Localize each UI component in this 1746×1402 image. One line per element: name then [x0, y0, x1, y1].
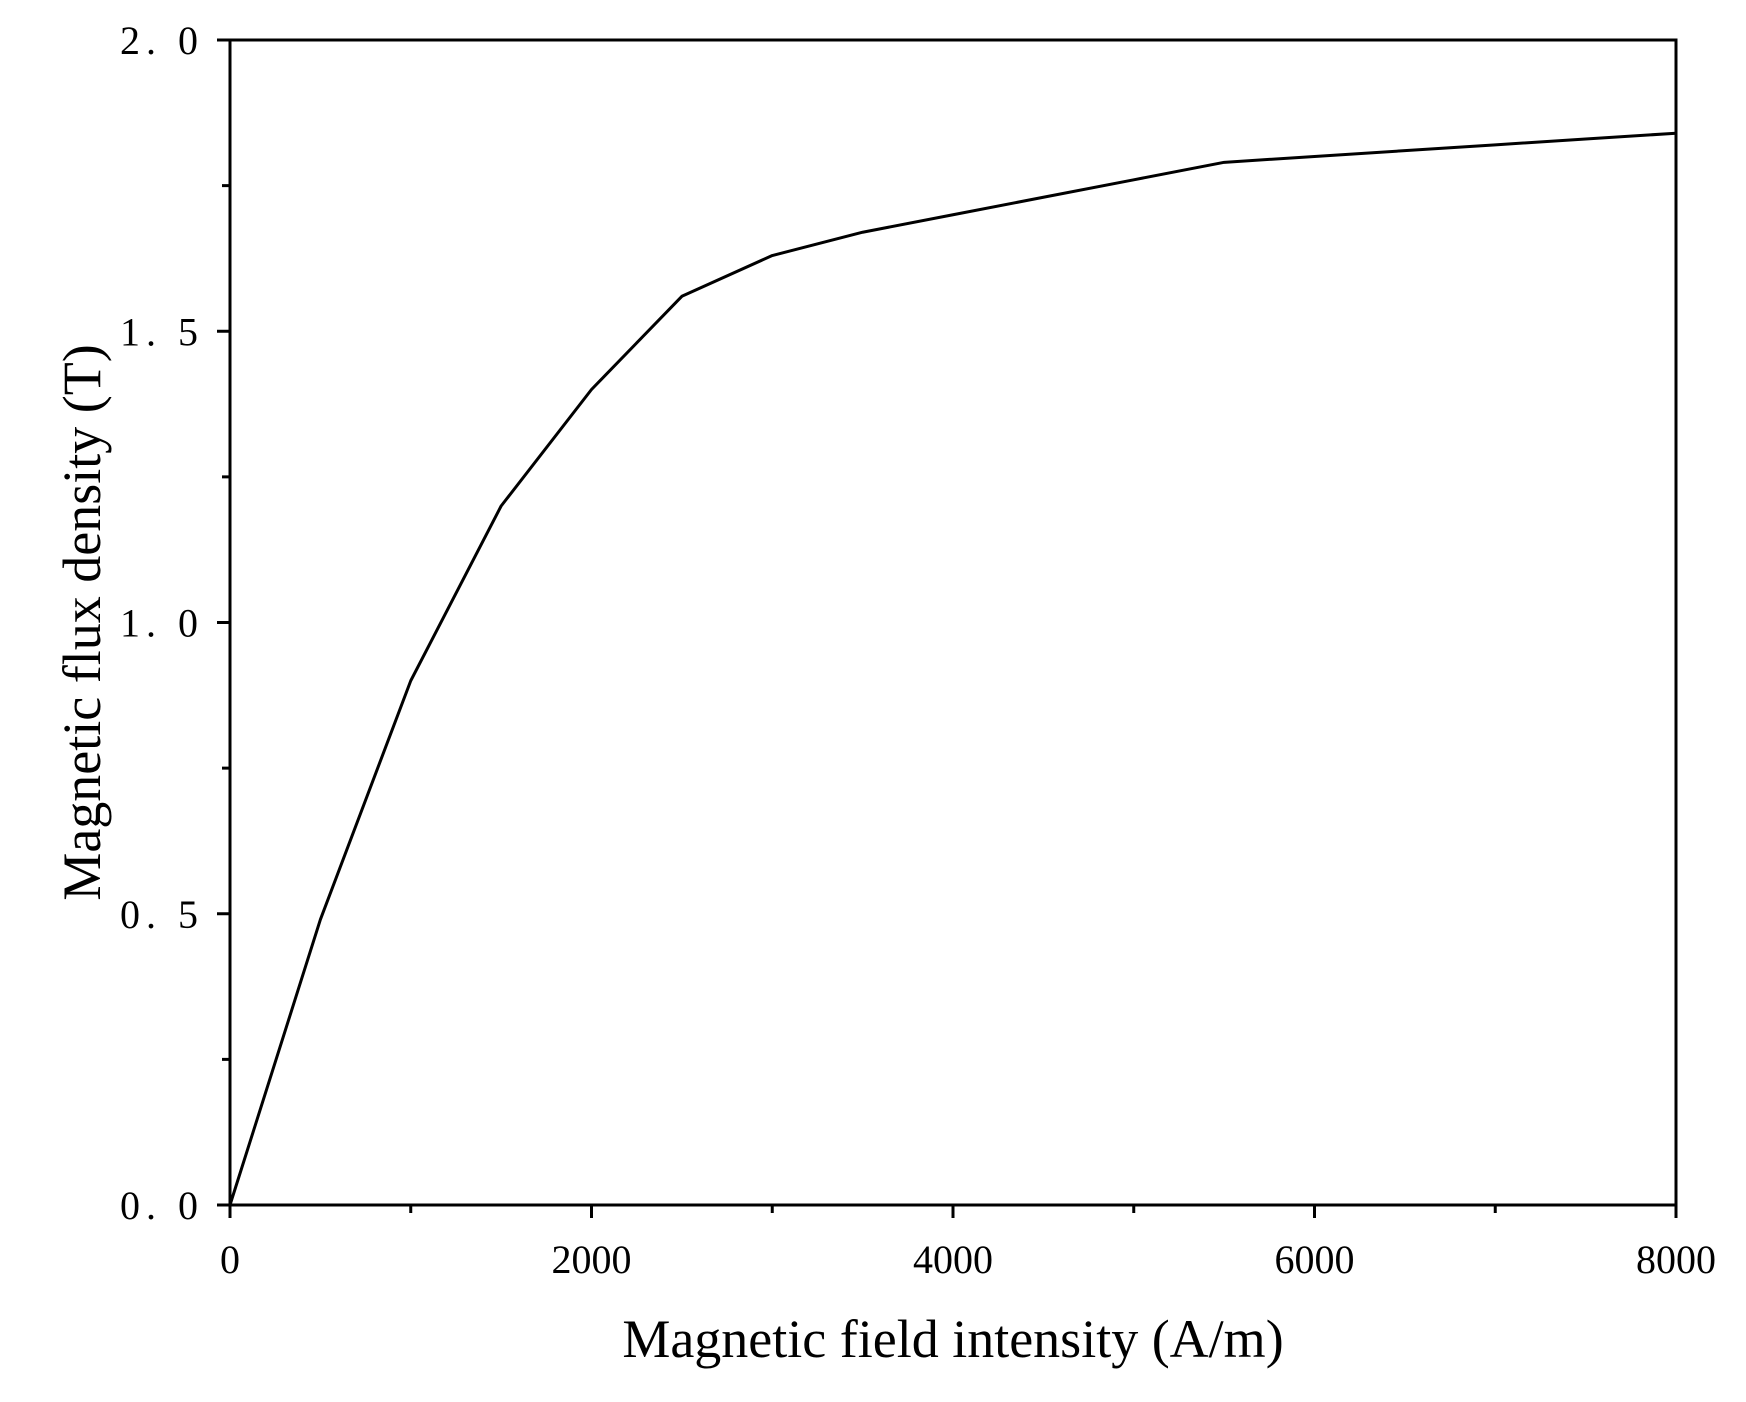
- x-tick-label: 2000: [552, 1237, 632, 1282]
- x-tick-label: 6000: [1275, 1237, 1355, 1282]
- x-tick-label: 8000: [1636, 1237, 1716, 1282]
- y-tick-label: 0. 0: [120, 1183, 204, 1228]
- x-axis-tick-labels: 0 2000 4000 6000 8000: [220, 1237, 1716, 1282]
- x-axis-title: Magnetic field intensity (A/m): [622, 1309, 1283, 1369]
- y-axis-ticks: [217, 38, 230, 1207]
- x-axis-ticks: [228, 1205, 1678, 1218]
- x-tick-label: 0: [220, 1237, 240, 1282]
- y-tick-label: 0. 5: [120, 892, 204, 937]
- y-axis-tick-labels: 0. 0 0. 5 1. 0 1. 5 2. 0: [120, 18, 204, 1228]
- y-tick-label: 1. 5: [120, 309, 204, 354]
- y-tick-label: 2. 0: [120, 18, 204, 63]
- y-tick-label: 1. 0: [120, 601, 204, 646]
- series-layer: [228, 131, 1677, 1206]
- x-tick-label: 4000: [913, 1237, 993, 1282]
- y-axis-title: Magnetic flux density (T): [52, 344, 112, 900]
- series-line: [228, 131, 1677, 1206]
